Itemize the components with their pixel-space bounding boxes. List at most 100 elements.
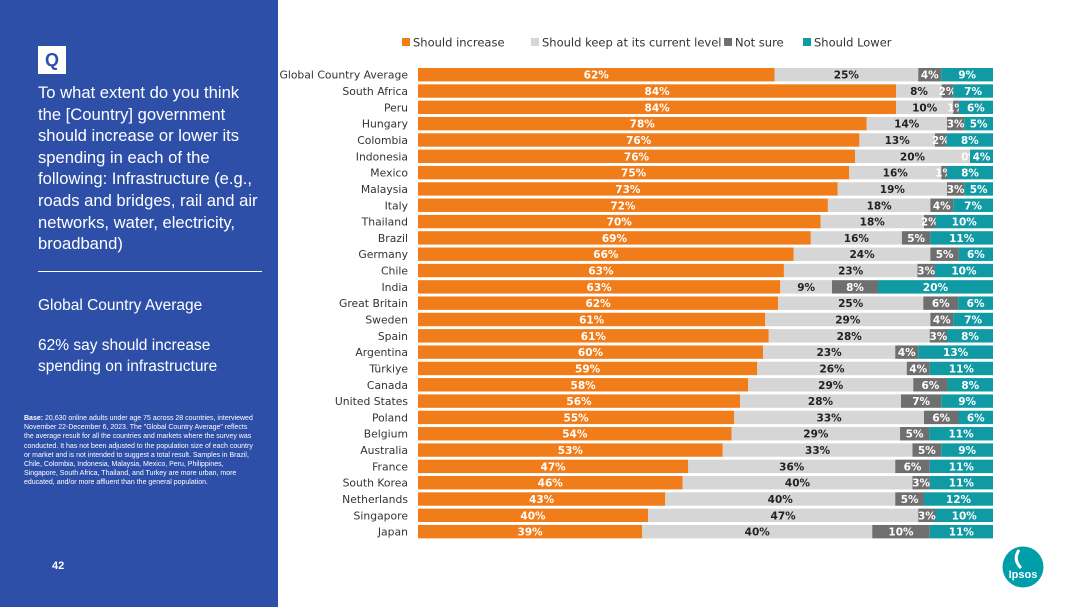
data-label: 4% bbox=[933, 315, 951, 327]
bar-segment bbox=[418, 116, 867, 131]
category-label: Canada bbox=[367, 379, 408, 392]
data-label: 6% bbox=[967, 102, 985, 114]
bar-segment bbox=[682, 476, 913, 490]
category-label: France bbox=[372, 460, 408, 473]
bar-segment bbox=[947, 378, 993, 392]
data-label: 10% bbox=[952, 510, 978, 522]
bar-segment bbox=[917, 263, 935, 278]
bar-segment bbox=[912, 443, 942, 457]
bar-segment bbox=[418, 182, 838, 196]
bar-segment bbox=[855, 149, 970, 163]
bar-segment bbox=[941, 84, 954, 98]
legend-item: Should keep at its current level bbox=[531, 36, 721, 50]
data-label: 2% bbox=[921, 217, 939, 229]
data-label: 2% bbox=[932, 135, 950, 147]
bar-segment bbox=[783, 263, 918, 278]
bar-segment bbox=[929, 524, 993, 539]
bar-segment bbox=[896, 84, 942, 98]
data-label: 5% bbox=[918, 445, 936, 457]
bar-segment bbox=[901, 231, 931, 245]
data-label: 19% bbox=[880, 184, 906, 196]
category-label: India bbox=[382, 281, 409, 294]
data-label: 9% bbox=[958, 445, 976, 457]
data-label: 62% bbox=[584, 70, 610, 82]
data-label: 11% bbox=[948, 429, 974, 441]
bar-segment bbox=[748, 378, 914, 392]
data-label: 29% bbox=[835, 315, 861, 327]
bar-segment bbox=[418, 329, 769, 343]
bar-segment bbox=[418, 263, 784, 278]
bar-segment bbox=[896, 100, 954, 115]
divider bbox=[38, 271, 262, 272]
category-label: Netherlands bbox=[342, 493, 408, 506]
data-label: 58% bbox=[571, 380, 597, 392]
bar-segment bbox=[929, 361, 993, 376]
category-label: Argentina bbox=[355, 346, 408, 359]
bar-segment bbox=[418, 459, 689, 474]
category-label: Great Britain bbox=[339, 297, 408, 310]
data-label: 25% bbox=[834, 70, 860, 82]
bar-segment bbox=[900, 427, 930, 441]
data-label: 11% bbox=[949, 233, 975, 245]
data-label: 13% bbox=[943, 347, 969, 359]
bar-segment bbox=[418, 492, 666, 506]
data-label: 75% bbox=[621, 168, 647, 180]
ipsos-logo: Ipsos bbox=[1002, 546, 1044, 588]
bar-segment bbox=[418, 198, 828, 212]
data-label: 16% bbox=[844, 233, 870, 245]
bar-segment bbox=[964, 116, 993, 131]
data-label: 8% bbox=[961, 135, 979, 147]
data-label: 8% bbox=[961, 168, 979, 180]
data-label: 5% bbox=[970, 119, 988, 131]
bar-segment bbox=[929, 476, 993, 490]
category-label: Global Country Average bbox=[279, 69, 408, 82]
chart-row: India 63% 9% 8% 20% bbox=[382, 280, 993, 294]
bar-segment bbox=[827, 198, 931, 212]
data-label: 29% bbox=[803, 429, 829, 441]
data-label: 55% bbox=[564, 412, 590, 424]
bar-segment bbox=[923, 296, 959, 310]
legend-swatch bbox=[724, 38, 732, 46]
legend-item: Not sure bbox=[724, 36, 784, 50]
data-label: 70% bbox=[607, 217, 633, 229]
data-label: 72% bbox=[610, 200, 636, 212]
chart-legend: Should increase Should keep at its curren… bbox=[402, 36, 892, 50]
bar-segment bbox=[970, 149, 993, 163]
bar-segment bbox=[820, 214, 924, 229]
bar-segment bbox=[924, 410, 959, 425]
data-label: 40% bbox=[768, 494, 794, 506]
data-label: 6% bbox=[904, 461, 922, 473]
data-label: 33% bbox=[817, 412, 843, 424]
bar-segment bbox=[964, 182, 993, 196]
data-label: 6% bbox=[967, 412, 985, 424]
chart-row: Spain 61% 28% 3% 8% bbox=[378, 329, 993, 343]
data-label: 36% bbox=[779, 461, 805, 473]
bar-segment bbox=[418, 296, 779, 310]
data-label: 4% bbox=[973, 151, 991, 163]
chart-row: Japan 39% 40% 10% 11% bbox=[377, 524, 993, 539]
chart-row: Brazil 69% 16% 5% 11% bbox=[378, 231, 993, 245]
data-label: 5% bbox=[901, 494, 919, 506]
data-label: 7% bbox=[964, 315, 982, 327]
bar-segment bbox=[941, 394, 993, 408]
chart-row: United States 56% 28% 7% 9% bbox=[335, 394, 993, 408]
data-label: 3% bbox=[947, 119, 965, 131]
category-label: Hungary bbox=[362, 118, 409, 131]
data-label: 61% bbox=[581, 331, 607, 343]
bar-segment bbox=[837, 182, 947, 196]
data-label: 20% bbox=[900, 151, 926, 163]
legend-label: Should keep at its current level bbox=[542, 36, 721, 50]
category-label: Sweden bbox=[365, 314, 408, 327]
logo-text: Ipsos bbox=[1009, 569, 1038, 581]
bar-segment bbox=[418, 312, 766, 327]
bar-segment bbox=[418, 443, 723, 457]
data-label: 29% bbox=[818, 380, 844, 392]
chart-rows: Global Country Average 62% 25% 4% 9% South Af… bbox=[279, 68, 993, 539]
bar-segment bbox=[768, 329, 930, 343]
bar-segment bbox=[731, 427, 901, 441]
data-label: 20% bbox=[923, 282, 949, 294]
category-label: Brazil bbox=[378, 232, 408, 245]
bar-segment bbox=[418, 231, 811, 245]
data-label: 66% bbox=[593, 249, 619, 261]
data-label: 11% bbox=[949, 461, 975, 473]
